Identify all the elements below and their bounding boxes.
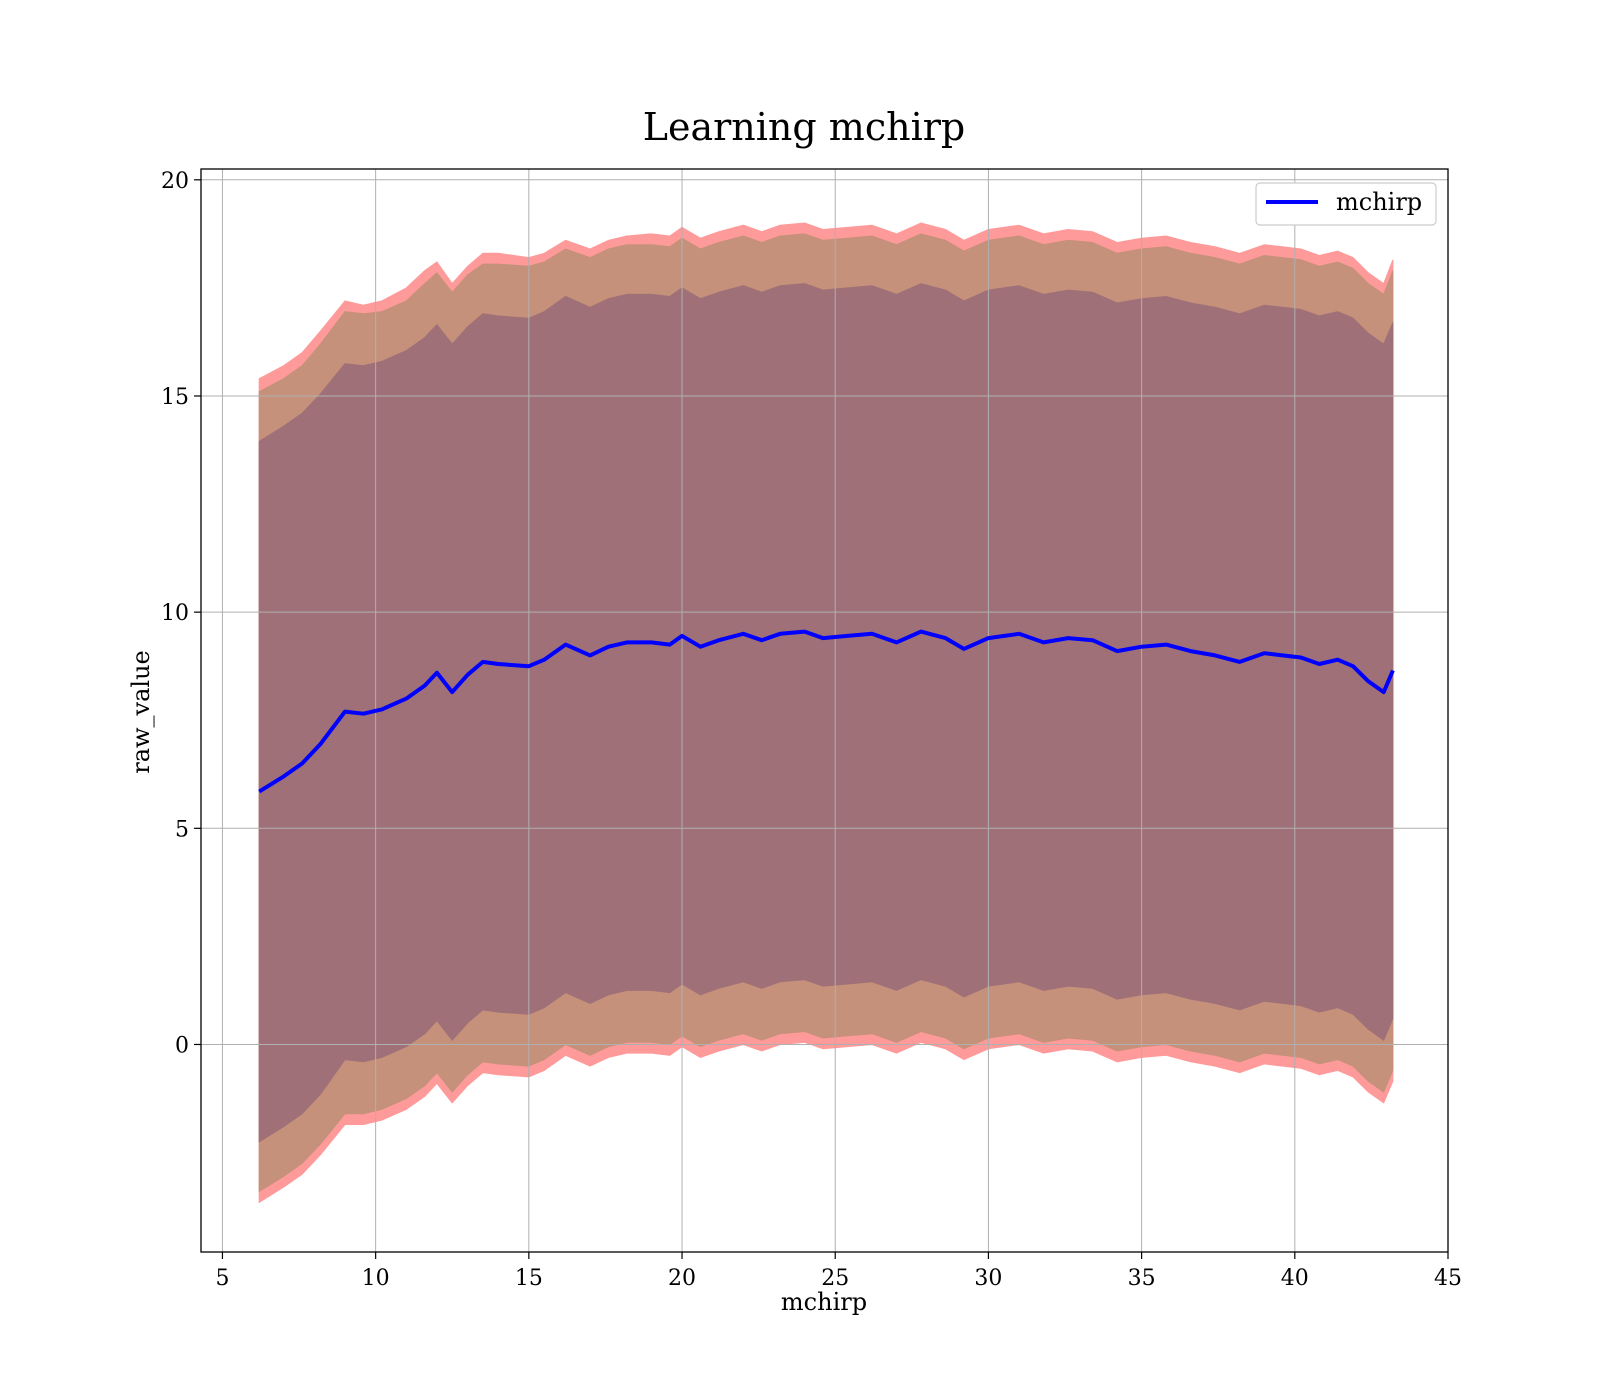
y-tick-label: 15 xyxy=(161,385,189,410)
plot-area xyxy=(200,168,1449,1253)
chart-title: Learning mchirp xyxy=(643,105,965,149)
legend-box xyxy=(1255,182,1437,226)
x-tick-label: 5 xyxy=(215,1266,229,1291)
y-axis: 0 5 10 15 20 xyxy=(161,169,201,1058)
band-inner xyxy=(258,283,1394,1143)
y-tick-label: 0 xyxy=(175,1033,189,1058)
bands-layer xyxy=(258,222,1394,1204)
x-axis: 5 10 15 20 25 30 35 40 45 xyxy=(215,1252,1462,1291)
x-tick-label: 25 xyxy=(821,1266,849,1291)
y-tick-label: 5 xyxy=(175,817,189,842)
x-tick-label: 10 xyxy=(362,1266,390,1291)
x-tick-label: 35 xyxy=(1128,1266,1156,1291)
x-tick-label: 15 xyxy=(515,1266,543,1291)
y-tick-label: 10 xyxy=(161,601,189,626)
x-tick-label: 40 xyxy=(1281,1266,1309,1291)
x-tick-label: 45 xyxy=(1434,1266,1462,1291)
legend: mchirp xyxy=(1255,182,1437,226)
y-tick-label: 20 xyxy=(161,169,189,194)
x-tick-label: 30 xyxy=(974,1266,1002,1291)
line-layer xyxy=(258,629,1395,794)
y-axis-label: raw_value xyxy=(127,650,155,774)
plot-frame xyxy=(200,168,1449,1253)
legend-label: mchirp xyxy=(1336,188,1422,216)
series-line-mchirp xyxy=(258,629,1395,794)
x-axis-label: mchirp xyxy=(781,1288,867,1316)
x-tick-label: 20 xyxy=(668,1266,696,1291)
